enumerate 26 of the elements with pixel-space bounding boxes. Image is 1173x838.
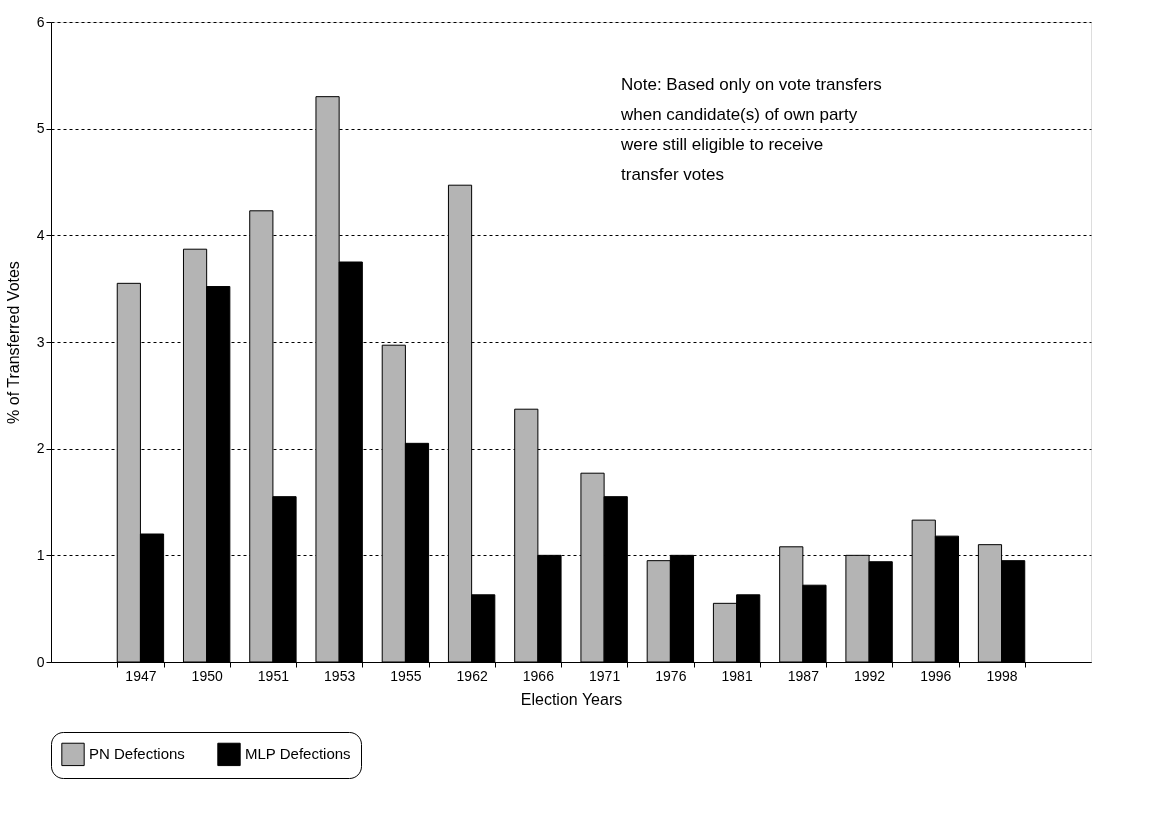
x-tick-label: 1953 xyxy=(324,667,356,684)
y-tick-label: 4 xyxy=(36,226,45,243)
legend-label: PN Defections xyxy=(89,745,185,763)
x-tick-label: 1992 xyxy=(854,667,886,684)
y-tick-label: 1 xyxy=(36,546,45,563)
y-tick-label: 6 xyxy=(36,13,45,30)
x-tick-label: 1976 xyxy=(655,667,687,684)
x-tick-label: 1981 xyxy=(721,667,753,684)
y-axis-title: % of Transferred Votes xyxy=(4,261,22,424)
x-tick-label: 1996 xyxy=(920,667,952,684)
y-tick-label: 3 xyxy=(36,333,45,350)
annotation: Note: Based only on vote transfers when candidate(s) of own party were still eligible to receive transfer votes xyxy=(620,75,882,184)
x-tick-label: 1987 xyxy=(787,667,820,684)
x-tick-label: 1962 xyxy=(456,667,488,684)
x-tick-label: 1951 xyxy=(257,667,290,684)
x-tick-label: 1971 xyxy=(589,667,621,684)
x-tick-label: 1947 xyxy=(125,667,157,684)
y-tick-label: 0 xyxy=(36,653,45,670)
legend-label: MLP Defections xyxy=(245,745,351,763)
x-axis-title: Election Years xyxy=(520,690,623,708)
y-tick-label: 2 xyxy=(36,440,45,457)
x-tick-label: 1966 xyxy=(522,667,555,684)
x-tick-label: 1955 xyxy=(390,667,422,684)
x-tick-label: 1950 xyxy=(191,667,223,684)
y-tick-label: 5 xyxy=(36,120,45,137)
x-tick-label: 1998 xyxy=(986,667,1018,684)
